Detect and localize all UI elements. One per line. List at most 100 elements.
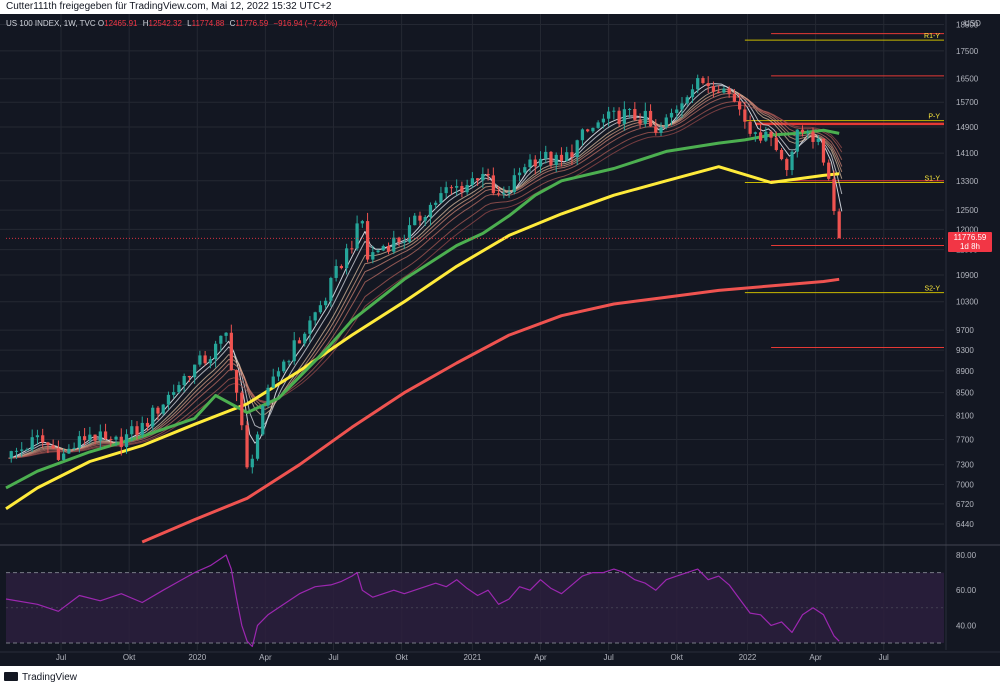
candle-body xyxy=(109,439,113,441)
candle-body xyxy=(51,445,55,449)
candle-body xyxy=(418,215,422,221)
candle-body xyxy=(465,185,469,193)
candle-body xyxy=(203,355,207,364)
candle-body xyxy=(449,187,454,189)
candle-body xyxy=(502,193,506,195)
candle-body xyxy=(407,225,412,242)
candle-body xyxy=(549,151,553,165)
price-axis-tick-label: 13300 xyxy=(956,177,979,186)
candle-body xyxy=(198,355,202,365)
candle-body xyxy=(554,154,558,165)
candle-body xyxy=(14,450,19,452)
candle-body xyxy=(785,159,789,171)
time-axis-tick-label: Jul xyxy=(56,653,66,662)
candle-body xyxy=(638,119,642,124)
candle-body xyxy=(303,333,307,344)
time-axis-tick-label: Okt xyxy=(395,653,408,662)
candle-body xyxy=(339,266,343,269)
tradingview-logo-icon xyxy=(4,672,18,681)
candle-body xyxy=(376,250,380,253)
candle-body xyxy=(559,154,564,161)
candle-body xyxy=(722,88,726,93)
tradingview-logo-text: TradingView xyxy=(22,672,78,683)
candle-body xyxy=(764,131,768,141)
candle-body xyxy=(507,192,511,194)
candle-body xyxy=(643,110,647,124)
candle-body xyxy=(690,89,695,98)
candle-body xyxy=(77,436,81,448)
candle-body xyxy=(491,175,495,194)
last-price-value: 11776.59 xyxy=(953,233,987,243)
candle-body xyxy=(187,375,192,378)
candle-body xyxy=(151,407,155,427)
candle-body xyxy=(193,364,197,378)
candle-body xyxy=(512,175,516,193)
candle-body xyxy=(82,436,87,441)
last-price-tag: 11776.59 1d 8h xyxy=(948,232,992,253)
candle-body xyxy=(790,151,794,171)
candle-body xyxy=(601,118,606,123)
candle-body xyxy=(779,149,784,160)
candle-body xyxy=(213,343,218,360)
candle-body xyxy=(591,127,595,132)
candle-body xyxy=(41,435,45,443)
price-axis-tick-label: 10300 xyxy=(956,298,979,307)
tradingview-logo[interactable]: TradingView xyxy=(4,672,77,683)
candle-body xyxy=(664,117,668,128)
price-axis-tick-label: 9700 xyxy=(956,326,974,335)
candle-body xyxy=(56,448,61,460)
chart-area[interactable]: R1-Y P-Y S1-Y S2-Y 6440 6720 7000 7300 7700 8100 8… xyxy=(0,14,1000,666)
candle-body xyxy=(9,451,13,459)
candle-body xyxy=(240,392,244,426)
candle-body xyxy=(806,131,810,133)
candle-body xyxy=(837,211,841,239)
candle-body xyxy=(98,431,102,441)
candle-body xyxy=(743,109,747,122)
candle-body xyxy=(30,437,34,450)
candle-body xyxy=(580,129,585,141)
price-axis-tick-label: 10900 xyxy=(956,271,979,280)
moving-average-line xyxy=(5,165,840,511)
price-axis-tick-label: 12000 xyxy=(956,225,979,234)
candle-body xyxy=(392,237,396,252)
candle-body xyxy=(360,221,364,224)
candle-body xyxy=(675,109,679,113)
price-axis-tick-label: 14100 xyxy=(956,149,979,158)
candle-body xyxy=(586,129,590,132)
candle-body xyxy=(219,335,223,344)
candle-body xyxy=(680,103,684,110)
candle-body xyxy=(402,241,406,243)
price-chart-svg[interactable]: R1-Y P-Y S1-Y S2-Y 6440 6720 7000 7300 7700 8100 8… xyxy=(0,14,1000,666)
candle-body xyxy=(428,204,433,218)
candle-body xyxy=(156,407,160,414)
candle-body xyxy=(287,361,291,363)
high-key: H xyxy=(142,19,149,28)
candle-body xyxy=(46,442,50,446)
candle-body xyxy=(365,221,370,260)
candle-body xyxy=(486,173,490,176)
candle-body xyxy=(313,312,317,321)
candle-body xyxy=(528,159,532,168)
candle-body xyxy=(124,434,129,448)
candle-body xyxy=(475,178,480,181)
candle-body xyxy=(292,340,296,362)
time-axis-tick-label: Okt xyxy=(123,653,136,662)
candle-body xyxy=(612,110,616,112)
candle-body xyxy=(800,129,805,133)
symbol-name: US 100 INDEX, 1W, TVC xyxy=(6,19,96,28)
candle-body xyxy=(659,127,663,133)
candle-body xyxy=(20,449,24,451)
candle-body xyxy=(533,159,537,167)
candle-body xyxy=(371,252,375,260)
candle-body xyxy=(769,131,773,138)
candle-body xyxy=(470,178,475,186)
candle-body xyxy=(633,108,637,120)
candle-body xyxy=(544,151,548,159)
low-value: 11774.88 xyxy=(191,19,225,28)
candle-body xyxy=(821,138,826,163)
candle-body xyxy=(177,385,181,393)
candle-body xyxy=(329,277,333,301)
change-value: −916.94 (−7.22%) xyxy=(273,19,338,28)
candle-body xyxy=(717,91,721,93)
candle-body xyxy=(145,422,150,427)
